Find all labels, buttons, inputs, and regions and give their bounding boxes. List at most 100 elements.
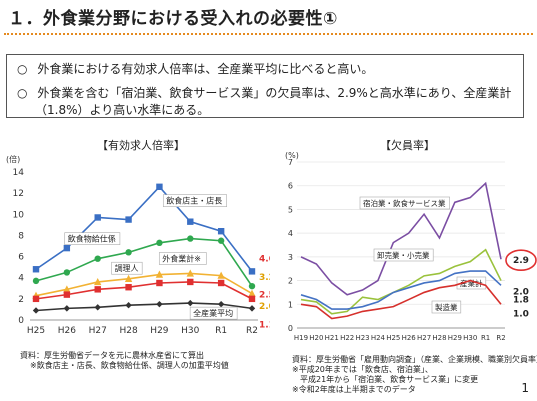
source-line: ※平成20年までは「飲食店、宿泊業」、 (292, 365, 433, 374)
right-source-notes: 資料：厚生労働省「雇用動向調査」（産業、企業規模、職業別欠員率） ※平成20年ま… (292, 355, 537, 395)
data-point (248, 268, 256, 275)
series-line (300, 270, 502, 310)
x-tick-label: H30 (463, 334, 477, 342)
series-line (35, 302, 253, 312)
x-tick-label: H29 (150, 326, 168, 336)
series-label: 飲食店主・店長 (166, 196, 222, 206)
data-point (248, 305, 256, 312)
x-tick-label: H30 (181, 326, 199, 336)
y-tick-label: 4 (288, 229, 293, 238)
right-chart-title: 【欠員率】 (380, 139, 435, 152)
x-tick-label: H27 (417, 334, 431, 342)
data-point (187, 235, 194, 242)
series-label-box (431, 300, 462, 314)
data-point (248, 289, 256, 297)
y-tick-label: 7 (288, 158, 293, 167)
data-point (32, 307, 40, 314)
data-point (63, 244, 71, 252)
series-line (35, 281, 253, 300)
data-point (155, 270, 164, 278)
data-point (186, 269, 194, 277)
series-label: 外食業計※ (162, 253, 201, 263)
data-point (156, 183, 163, 190)
x-tick-label: H25 (27, 326, 45, 336)
y-tick-label: 8 (18, 231, 24, 241)
series-label-box (64, 232, 121, 245)
series-label: 全産業平均 (193, 308, 233, 318)
data-point (63, 285, 71, 293)
end-value-label: 2.5 (259, 291, 270, 301)
source-line: 資料：厚生労働省データを元に農林水産省にて算出 (20, 351, 204, 360)
data-point (125, 302, 132, 309)
y-tick-label: 10 (13, 210, 25, 220)
end-value-label: 2.0 (259, 302, 270, 312)
x-tick-label: H28 (119, 326, 137, 336)
x-tick-label: H26 (58, 326, 76, 336)
data-point (187, 278, 194, 286)
data-point (94, 286, 101, 293)
x-tick-label: R2 (496, 334, 505, 342)
data-point (217, 300, 225, 308)
y-tick-label: 5 (288, 205, 293, 214)
series-label-box (189, 306, 238, 320)
x-tick-label: H24 (371, 334, 386, 342)
y-tick-label: 2 (288, 277, 293, 286)
x-tick-label: H29 (448, 334, 462, 342)
x-tick-label: H21 (325, 334, 339, 342)
left-chart-title: 【有効求人倍率】 (97, 139, 185, 152)
data-point (32, 295, 40, 303)
x-tick-label: H20 (309, 334, 323, 342)
end-value-label: 1.1 (259, 320, 270, 330)
y-tick-label: 1 (288, 300, 293, 309)
data-point (94, 214, 101, 221)
series-label: 製造業 (435, 302, 458, 312)
x-tick-label: H28 (432, 334, 446, 342)
x-tick-label: R1 (215, 326, 227, 336)
summary-box: ○ 外食業における有効求人倍率は、全産業平均に比べると高い。 ○ 外食業を含む「… (6, 54, 524, 118)
source-line: 平成21年から「宿泊業、飲食サービス業」に変更 (292, 375, 479, 384)
data-point (217, 271, 225, 279)
series-label: 調理人 (115, 263, 139, 273)
series-label: 卸売業・小売業 (377, 250, 430, 260)
end-value-label: 2.0 (513, 288, 529, 298)
data-point (125, 216, 132, 223)
end-value-label: 4.6 (259, 254, 270, 264)
x-tick-label: H26 (402, 334, 417, 342)
x-tick-label: H23 (355, 334, 369, 342)
data-point (248, 282, 256, 290)
y-tick-label: 6 (288, 182, 293, 191)
data-point (32, 277, 40, 285)
series-label: 飲食物給仕係 (68, 234, 116, 244)
data-point (63, 305, 71, 312)
y-tick-label: 12 (13, 189, 24, 199)
series-label-box (162, 194, 227, 207)
data-point (156, 239, 163, 247)
data-point (248, 295, 256, 303)
y-tick-label: 6 (18, 253, 24, 263)
summary-bullet-1: ○ 外食業における有効求人倍率は、全産業平均に比べると高い。 (17, 61, 373, 77)
data-point (187, 299, 194, 307)
x-tick-label: H25 (386, 334, 400, 342)
y-tick-label: 0 (18, 316, 24, 326)
job-opening-ratio-chart: (倍) 0 2 4 6 8 10 12 14 H25 H26 H27 H28 H29 H30 R1 R2 飲食店主… (6, 154, 270, 336)
data-point (63, 269, 71, 276)
summary-bullet-2: ○ 外食業を含む「宿泊業、飲食サービス業」の欠員率は、2.9%と高水準にあり、全… (17, 85, 511, 101)
series-label-box (111, 261, 143, 275)
highlight-circle (505, 249, 537, 272)
data-point (217, 228, 225, 235)
y-axis-unit: (%) (285, 151, 299, 160)
bullet-2-text-line2: （1.8%）より高い水準にある。 (35, 103, 210, 117)
series-line (300, 279, 502, 320)
source-line: ※飲食店主・店長、飲食物給仕係、調理人の加重平均値 (30, 361, 229, 370)
y-tick-label: 14 (13, 168, 25, 178)
page-title: １．外食業分野における受入れの必要性① (8, 9, 338, 29)
data-point (94, 255, 101, 262)
bullet-2-text-line1: 外食業を含む「宿泊業、飲食サービス業」の欠員率は、2.9%と高水準にあり、全産業… (37, 86, 512, 100)
data-point (187, 218, 194, 225)
series-label: 宿泊業・飲食サービス業 (363, 198, 446, 208)
x-tick-label: H27 (89, 326, 107, 336)
y-axis-unit: (倍) (6, 154, 20, 164)
series-line (35, 272, 253, 297)
end-value-label: 2.9 (513, 256, 529, 266)
